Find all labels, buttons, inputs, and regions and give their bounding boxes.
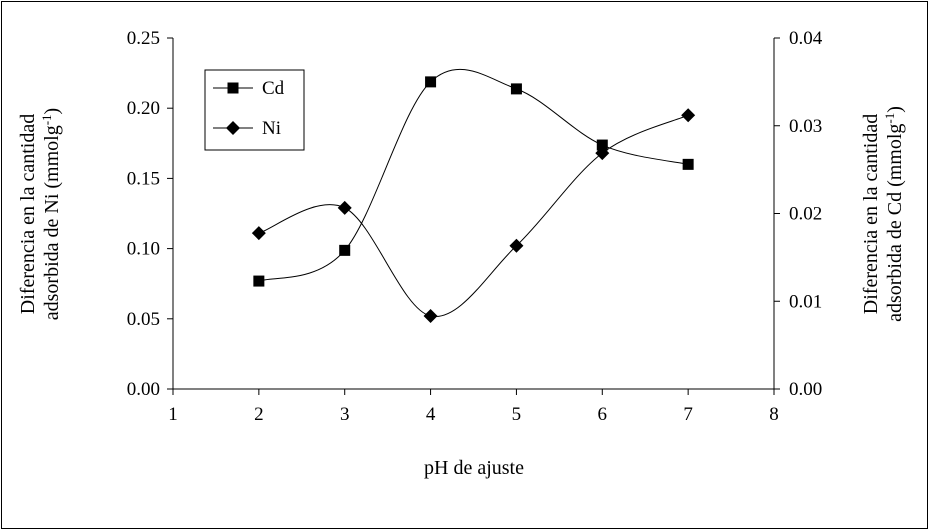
right-y-tick-label: 0.02	[789, 204, 822, 225]
right-y-tick-label: 0.03	[789, 116, 822, 137]
right-y-tick-label: 0.04	[789, 28, 823, 49]
series-lines	[258, 68, 689, 317]
data-point-cd	[596, 139, 608, 151]
x-tick-label: 7	[683, 404, 693, 425]
left-y-tick-label: 0.05	[127, 309, 160, 330]
data-point-cd	[425, 76, 437, 88]
data-point-ni	[681, 108, 696, 123]
x-tick-label: 6	[598, 404, 608, 425]
x-tick-label: 2	[254, 404, 264, 425]
data-point-ni	[337, 200, 352, 215]
data-point-cd	[339, 244, 351, 256]
legend: Cd Ni	[204, 69, 305, 151]
x-tick-label: 4	[426, 404, 436, 425]
x-tick-label: 5	[512, 404, 522, 425]
data-point-ni	[251, 226, 266, 241]
series-markers	[251, 76, 696, 323]
x-tick-label: 1	[168, 404, 178, 425]
legend-marker-ni	[226, 121, 240, 135]
axes	[167, 37, 780, 395]
tick-labels: 1 2 3 4 5 6 7 8 0.00 0.05 0.10 0.15 0.20 0.25 0.00 0.01…	[127, 28, 823, 425]
series-line-cd	[258, 68, 689, 282]
series-line-ni	[258, 114, 689, 317]
data-point-ni	[595, 146, 610, 161]
x-tick-label: 8	[769, 404, 779, 425]
right-y-axis-title: Diferencia en la cantidad adsorbida de Cd…	[860, 106, 906, 322]
legend-label-ni: Ni	[262, 118, 281, 139]
data-point-ni	[509, 238, 524, 253]
data-point-cd	[253, 275, 265, 287]
data-point-cd	[510, 83, 522, 95]
left-y-tick-label: 0.20	[127, 98, 160, 119]
data-point-cd	[682, 158, 694, 170]
left-y-tick-label: 0.15	[127, 168, 160, 189]
legend-marker-cd	[227, 82, 239, 94]
legend-label-cd: Cd	[262, 78, 285, 99]
left-y-axis-title: Diferencia en la cantidad adsorbida de Ni…	[17, 108, 63, 320]
left-y-tick-label: 0.25	[127, 28, 160, 49]
right-y-tick-label: 0.01	[789, 291, 822, 312]
legend-box	[204, 69, 305, 151]
left-y-tick-label: 0.10	[127, 239, 160, 260]
x-tick-label: 3	[340, 404, 350, 425]
data-point-ni	[423, 308, 438, 323]
left-y-tick-label: 0.00	[127, 379, 160, 400]
x-axis-title: pH de ajuste	[424, 457, 524, 479]
right-y-tick-label: 0.00	[789, 379, 822, 400]
